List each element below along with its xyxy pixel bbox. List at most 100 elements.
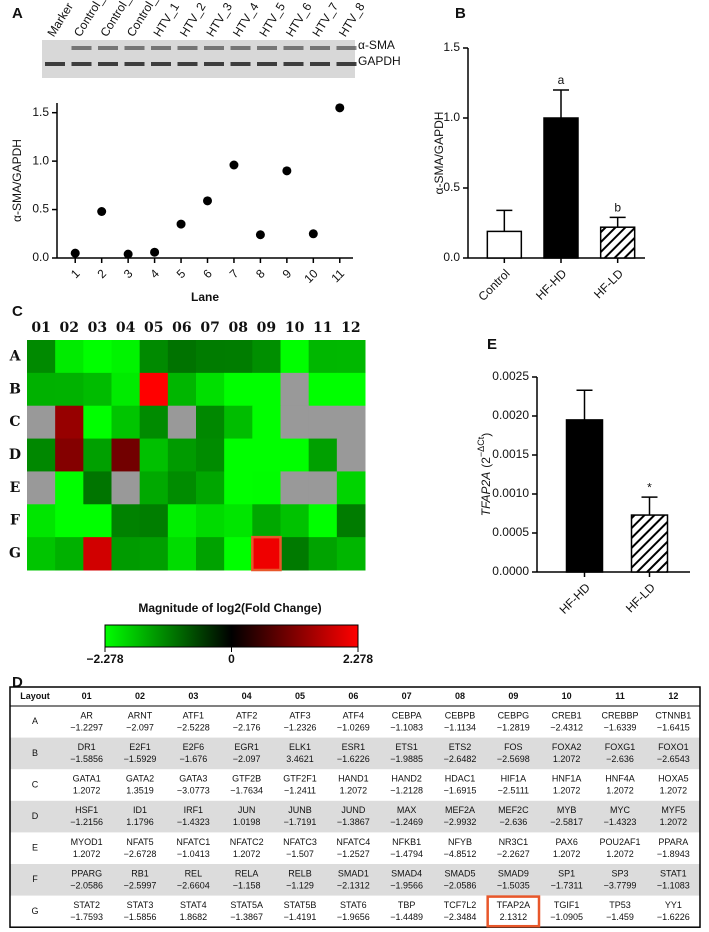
y-tick-label: 0.0000: [492, 564, 529, 578]
band: [71, 46, 92, 50]
x-tick-label: 1: [68, 266, 83, 281]
heatmap-cell: [280, 372, 310, 407]
table-header: 11: [615, 691, 625, 701]
y-axis-label: α-SMA/GAPDH: [10, 139, 24, 222]
gene-name: ATF4: [343, 710, 364, 720]
heatmap-cell: [139, 471, 169, 505]
heatmap-cell: [55, 340, 84, 374]
gene-name: E2F6: [183, 742, 205, 752]
gene-name: ATF2: [236, 710, 257, 720]
band: [283, 62, 304, 66]
fold-change: 1.8682: [180, 912, 208, 922]
fold-change: −2.3484: [444, 912, 477, 922]
gene-name: HNF1A: [552, 774, 582, 784]
heatmap-cell: [55, 405, 84, 440]
gene-name: SMAD1: [338, 868, 369, 878]
column-label: 09: [257, 320, 276, 336]
gene-name: CREB1: [552, 710, 582, 720]
heatmap-cell: [336, 471, 366, 505]
heatmap-cell: [167, 372, 197, 407]
gene-name: PPARG: [71, 868, 102, 878]
gene-name: ESR1: [342, 742, 366, 752]
band: [336, 46, 357, 50]
fold-change: −2.636: [606, 754, 634, 764]
fold-change: −1.4191: [284, 912, 317, 922]
gene-name: JUNB: [288, 805, 312, 815]
table-header: 09: [508, 691, 518, 701]
point: [97, 207, 107, 216]
fold-change: −1.2819: [497, 722, 530, 732]
fold-change: 3.4621: [286, 754, 314, 764]
heatmap-cell: [336, 372, 366, 407]
column-label: 02: [60, 320, 79, 336]
fold-change: 1.2072: [73, 849, 101, 859]
lane-label: HTV_3: [203, 0, 235, 39]
heatmap-cell: [224, 504, 253, 538]
heatmap-cell: [196, 405, 225, 440]
table-header: 03: [188, 691, 198, 701]
fold-change: −1.3867: [230, 912, 263, 922]
point: [335, 103, 345, 113]
y-axis-label-gene: TFAP2A: [479, 472, 493, 516]
fold-change: 1.2072: [606, 849, 634, 859]
gene-name: TCF7L2: [444, 900, 477, 910]
gene-name: HSF1: [75, 805, 98, 815]
fold-change: −2.097: [233, 754, 261, 764]
column-label: 07: [200, 320, 219, 336]
heatmap-cell: [308, 340, 338, 374]
heatmap-cell: [167, 405, 197, 440]
heatmap-cell: [308, 405, 338, 440]
heatmap-cell: [308, 438, 338, 472]
y-tick-label: 0.5: [32, 202, 49, 216]
row-label: E: [10, 480, 21, 496]
annotation: *: [647, 480, 652, 494]
fold-change: −1.1134: [444, 722, 476, 732]
gene-name: FOXO1: [658, 742, 689, 752]
heatmap-cell: [252, 537, 281, 571]
heatmap-cell: [139, 372, 169, 407]
heatmap-cell: [224, 537, 253, 571]
heatmap-cell: [167, 340, 197, 374]
colorbar-tick-label: 0: [228, 652, 235, 666]
y-axis-label-end: ): [479, 433, 493, 437]
y-tick-label: 1.0: [443, 110, 460, 124]
gene-name: HAND1: [338, 774, 369, 784]
fold-change: −1.4794: [390, 849, 423, 859]
point: [282, 166, 292, 176]
gene-name: TP53: [609, 900, 631, 910]
fold-change: −1.7593: [70, 912, 103, 922]
fold-change: −2.5817: [550, 817, 583, 827]
heatmap-cell: [83, 372, 112, 407]
gene-name: ARNT: [128, 710, 153, 720]
heatmap-cell: [83, 504, 112, 538]
fold-change: 1.2072: [233, 849, 261, 859]
gene-name: ETS1: [395, 742, 418, 752]
fold-change: −1.0269: [337, 722, 370, 732]
x-tick-label: 7: [227, 266, 242, 281]
panel-label: C: [12, 303, 23, 320]
y-tick-label: 0.0020: [492, 408, 529, 422]
fold-change: 1.2072: [606, 786, 634, 796]
y-tick-label: 0.0: [443, 250, 460, 264]
gene-name: MEF2A: [445, 805, 475, 815]
gene-name: STAT3: [127, 900, 154, 910]
bar: [565, 419, 604, 573]
heatmap-cell: [27, 405, 56, 440]
heatmap-cell: [224, 405, 253, 440]
band: [257, 62, 277, 66]
y-tick-label: 1.0: [32, 153, 49, 167]
column-label: 03: [88, 320, 107, 336]
table-header: 02: [135, 691, 145, 701]
gene-name: NFKB1: [392, 837, 421, 847]
band: [336, 62, 357, 66]
gene-name: HAND2: [391, 774, 422, 784]
heatmap-cell: [336, 537, 366, 571]
gene-name: JUN: [238, 805, 256, 815]
heatmap-cell: [27, 438, 56, 472]
panel-label: B: [455, 5, 466, 22]
fold-change: −1.6226: [337, 754, 370, 764]
row-label: G: [9, 546, 21, 562]
table-row-bg: [10, 864, 700, 896]
y-tick-label: 0.0010: [492, 486, 529, 500]
row-label: C: [9, 414, 20, 430]
